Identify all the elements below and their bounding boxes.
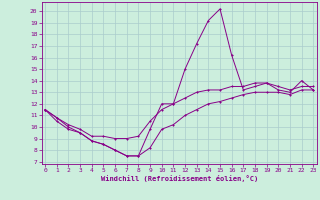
X-axis label: Windchill (Refroidissement éolien,°C): Windchill (Refroidissement éolien,°C) xyxy=(100,175,258,182)
